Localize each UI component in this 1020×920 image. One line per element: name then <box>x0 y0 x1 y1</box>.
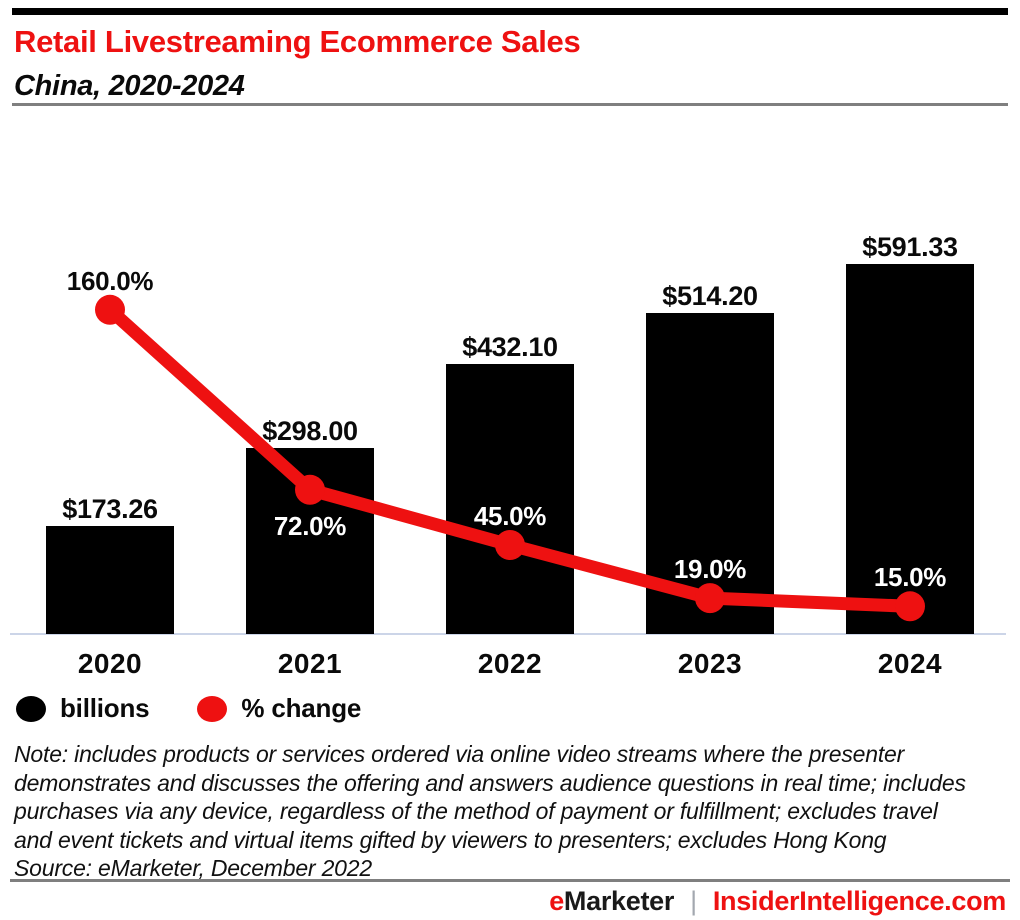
insider-intelligence-link[interactable]: InsiderIntelligence.com <box>712 886 1006 916</box>
top-rule <box>12 8 1008 15</box>
legend-swatch-icon <box>16 695 46 722</box>
pct-label-2022: 45.0% <box>473 500 547 531</box>
emarketer-logo: eMarketer <box>549 886 674 917</box>
source-line: Source: eMarketer, December 2022 <box>14 855 372 881</box>
x-tick-label-2022: 2022 <box>477 648 543 679</box>
note-line-2: demonstrates and discusses the offering … <box>14 769 966 796</box>
legend-swatch-icon <box>197 695 228 722</box>
footer-branding: eMarketer | InsiderIntelligence.com <box>549 886 1006 917</box>
bar-value-label-2024: $591.33 <box>862 232 958 262</box>
legend-item-billions: billions <box>16 693 150 724</box>
legend-label: billions <box>60 693 150 723</box>
bar-2023 <box>646 313 774 634</box>
bar-2022 <box>446 364 574 634</box>
pct-label-2024: 15.0% <box>873 562 947 593</box>
x-tick-label-2024: 2024 <box>877 648 943 679</box>
note-line-4: and event tickets and virtual items gift… <box>14 826 887 853</box>
x-tick-label-2020: 2020 <box>77 648 143 679</box>
chart-note: Note: includes products or services orde… <box>14 740 1010 883</box>
footer-separator: | <box>690 886 697 916</box>
page-title: Retail Livestreaming Ecommerce Sales <box>14 24 581 59</box>
bar-2021 <box>246 448 374 634</box>
legend-item-change: % change <box>197 693 361 724</box>
x-axis-line <box>10 633 1006 635</box>
x-tick-label-2021: 2021 <box>277 648 343 679</box>
bar-2020 <box>46 526 174 634</box>
emarketer-logo-rest: Marketer <box>563 886 675 916</box>
legend-label: % change <box>241 693 362 723</box>
emarketer-logo-e: e <box>549 886 564 916</box>
footer-divider <box>10 879 1010 882</box>
x-tick-label-2023: 2023 <box>677 648 743 679</box>
line-point-2020 <box>95 294 125 325</box>
pct-label-2020: 160.0% <box>66 265 154 296</box>
page-subtitle: China, 2020-2024 <box>14 70 245 102</box>
header-divider <box>12 103 1008 106</box>
bar-value-label-2021: $298.00 <box>262 416 358 446</box>
note-line-1: Note: includes products or services orde… <box>14 741 905 767</box>
bar-value-label-2020: $173.26 <box>62 494 158 524</box>
bar-value-label-2022: $432.10 <box>462 332 558 362</box>
bar-value-label-2023: $514.20 <box>662 281 758 311</box>
pct-label-2023: 19.0% <box>673 554 747 585</box>
pct-label-2021: 72.0% <box>273 510 347 541</box>
chart-legend: billions % change <box>16 693 361 724</box>
note-line-3: purchases via any device, regardless of … <box>14 798 938 824</box>
